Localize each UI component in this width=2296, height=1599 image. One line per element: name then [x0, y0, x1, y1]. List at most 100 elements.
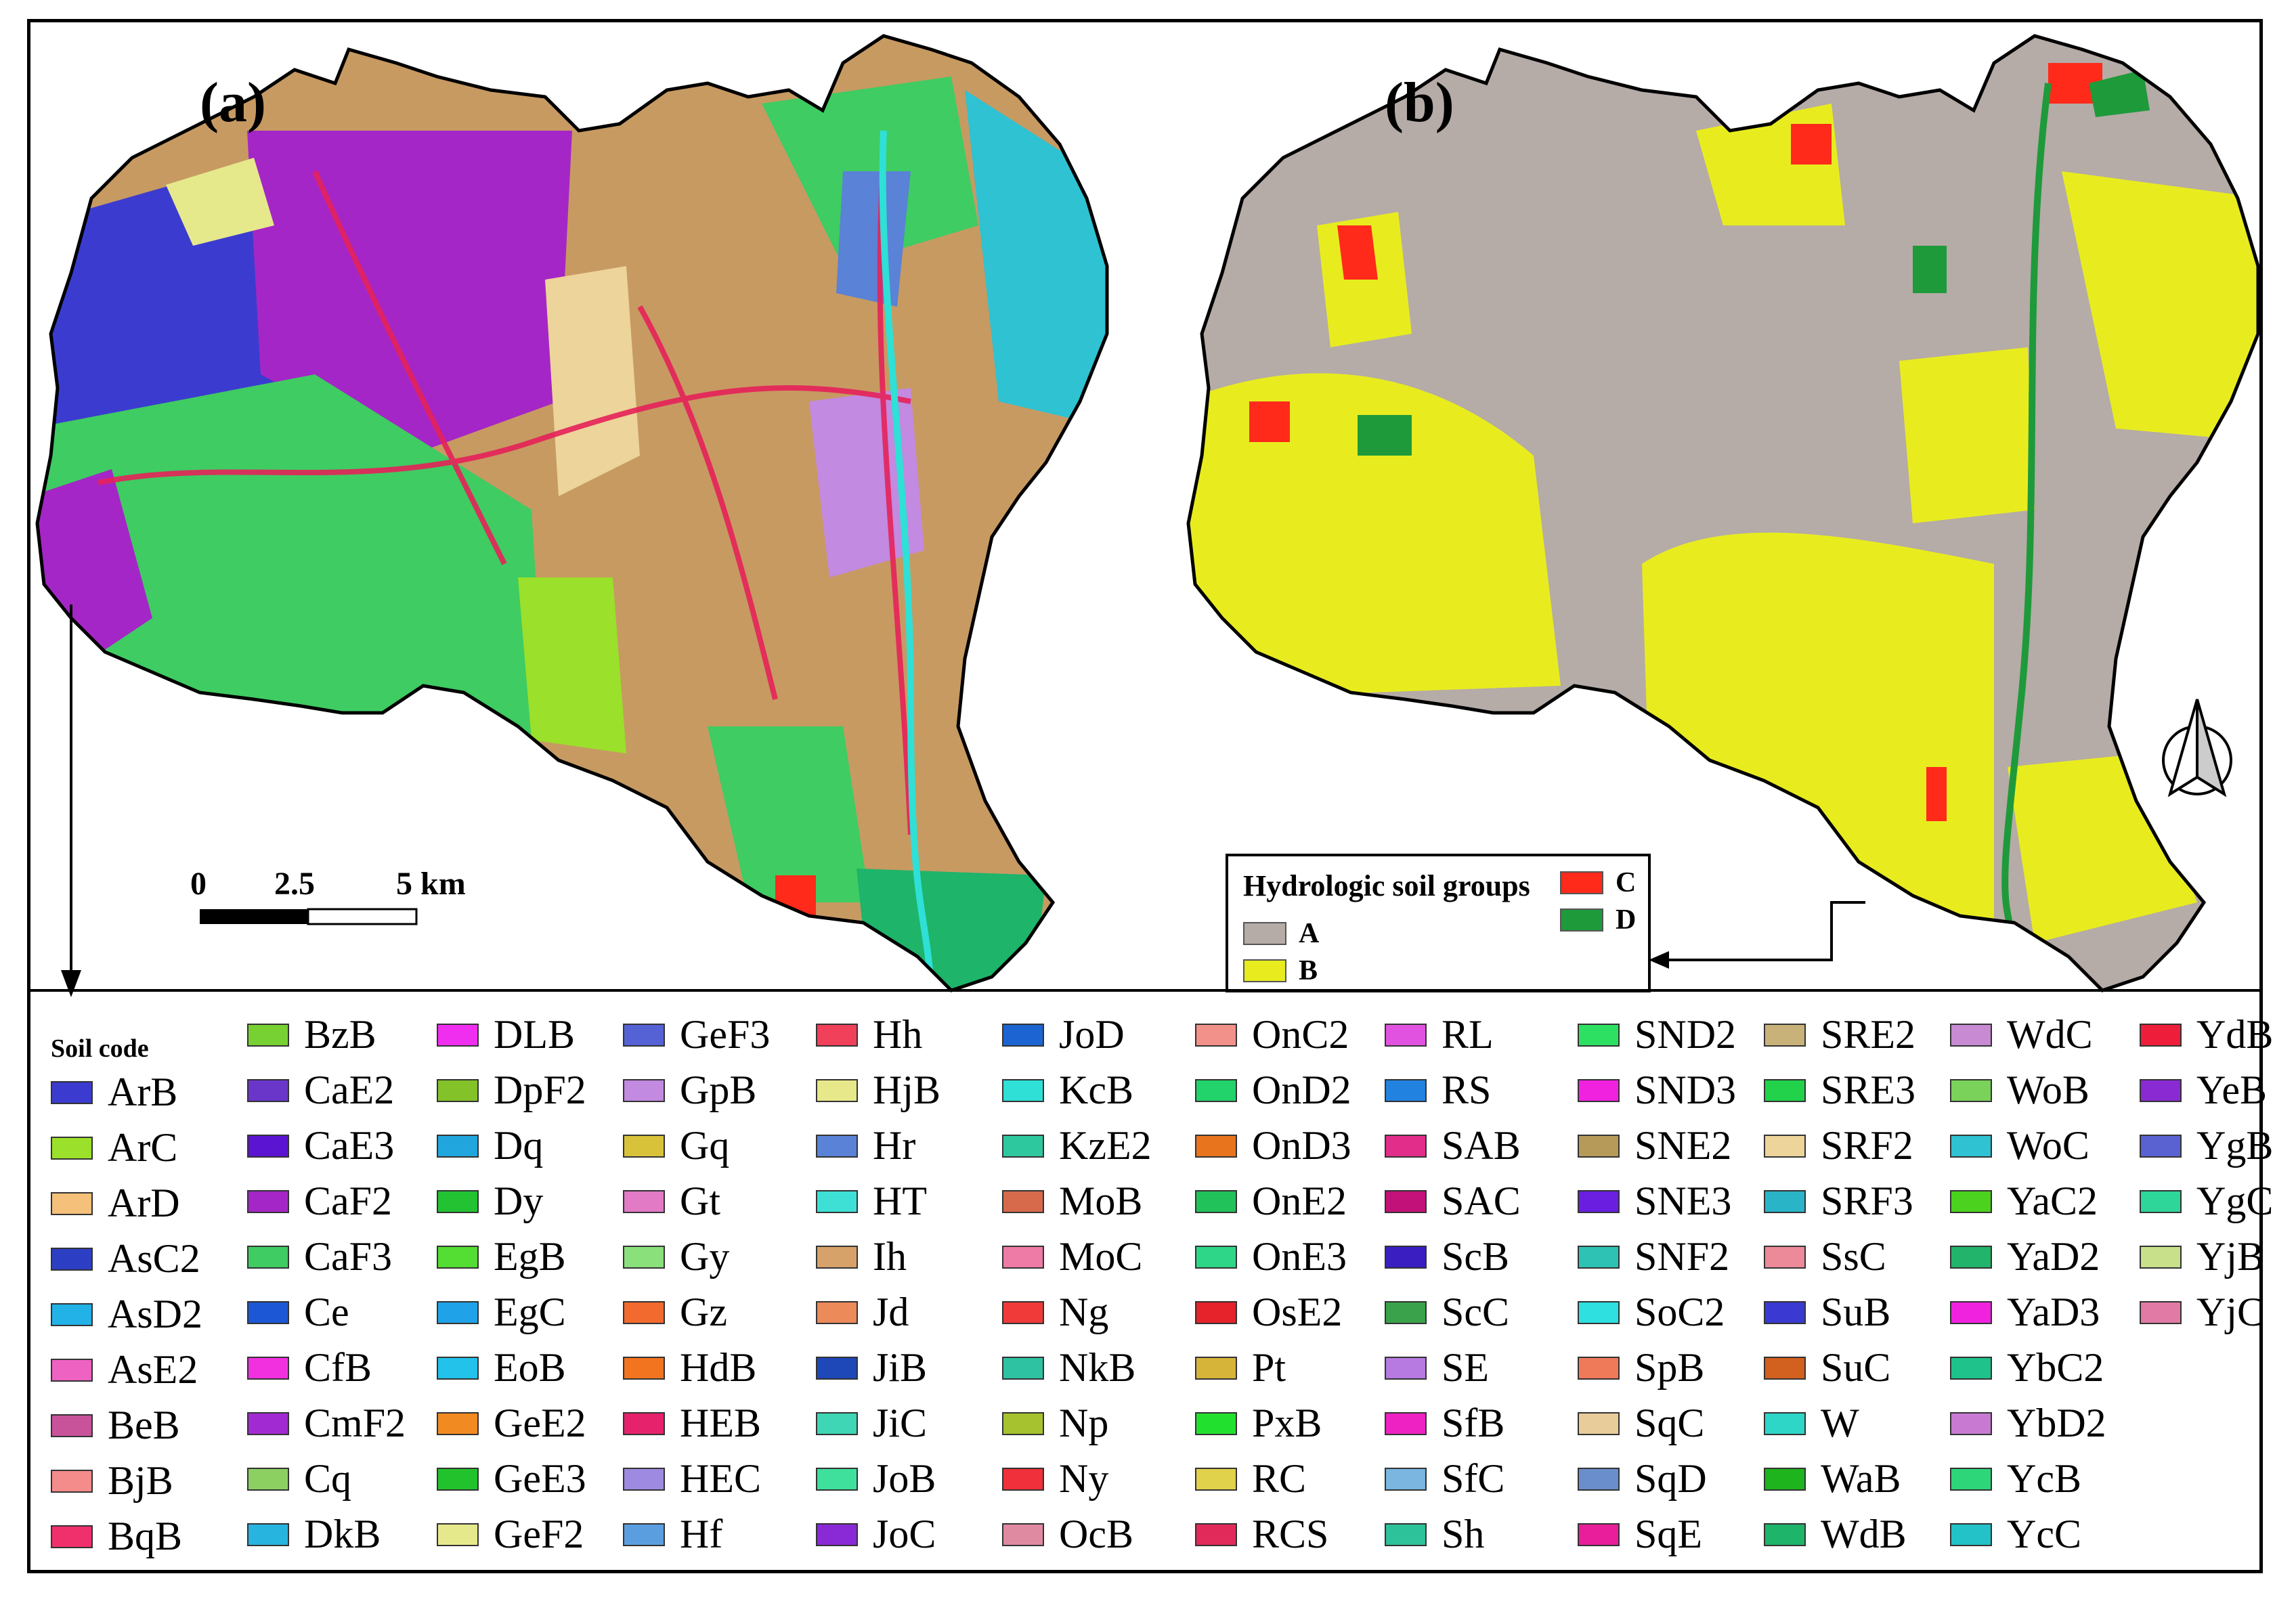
soil-legend-item: SRF3	[1764, 1178, 1913, 1225]
soil-swatch	[1195, 1134, 1237, 1158]
soil-legend-item: SuC	[1764, 1344, 1890, 1391]
soil-swatch	[623, 1523, 665, 1546]
soil-legend-item: GeF3	[623, 1011, 770, 1058]
soil-legend-item: WdC	[1950, 1011, 2093, 1058]
soil-legend-item: SqD	[1578, 1455, 1707, 1502]
soil-legend-item: RCS	[1195, 1511, 1328, 1558]
panel-label-b: (b)	[1385, 71, 1454, 134]
soil-legend-item: JoB	[816, 1455, 936, 1502]
soil-swatch	[1002, 1467, 1044, 1491]
soil-legend-item: SpB	[1578, 1344, 1704, 1391]
soil-code-label: YjB	[2196, 1234, 2265, 1279]
hsg-label-b: B	[1299, 955, 1318, 986]
soil-swatch	[1385, 1189, 1427, 1213]
soil-legend-item: KzE2	[1002, 1122, 1152, 1169]
soil-code-label: GeE2	[494, 1401, 586, 1445]
soil-code-label: BzB	[304, 1012, 376, 1057]
soil-swatch	[1002, 1134, 1044, 1158]
soil-legend-item: GeE2	[437, 1400, 586, 1447]
soil-code-label: SRE2	[1821, 1012, 1916, 1057]
soil-code-label: SoC2	[1634, 1290, 1725, 1334]
soil-code-label: Hf	[680, 1512, 723, 1556]
hsg-label-a: A	[1299, 918, 1320, 949]
scale-label-mid: 2.5	[274, 866, 315, 902]
soil-legend-item: YdB	[2140, 1011, 2273, 1058]
soil-legend-item: JiC	[816, 1400, 927, 1447]
soil-swatch	[816, 1134, 858, 1158]
soil-swatch	[437, 1134, 479, 1158]
soil-swatch	[816, 1523, 858, 1546]
soil-code-label: SpB	[1634, 1345, 1705, 1390]
soil-swatch	[623, 1023, 665, 1047]
soil-legend-item: SuB	[1764, 1289, 1890, 1336]
soil-code-label: Sh	[1442, 1512, 1485, 1556]
soil-legend-item: Jd	[816, 1289, 909, 1336]
soil-swatch	[1578, 1356, 1620, 1380]
soil-code-label: NkB	[1059, 1345, 1136, 1390]
soil-legend-item: YaD3	[1950, 1289, 2100, 1336]
soil-code-label: EgB	[494, 1234, 566, 1279]
soil-legend-item: EgB	[437, 1233, 566, 1280]
soil-legend-item: SqC	[1578, 1400, 1704, 1447]
soil-swatch	[1950, 1300, 1992, 1324]
soil-legend-item: BjB	[51, 1458, 173, 1504]
soil-legend-item: Dq	[437, 1122, 543, 1169]
soil-code-label: EgC	[494, 1290, 566, 1334]
soil-legend-item: Hf	[623, 1511, 722, 1558]
panel-label-a: (a)	[200, 71, 266, 134]
soil-code-label: HEC	[680, 1456, 761, 1501]
soil-swatch	[1002, 1411, 1044, 1435]
soil-swatch	[1002, 1189, 1044, 1213]
soil-swatch	[623, 1300, 665, 1324]
soil-legend-item: WoC	[1950, 1122, 2089, 1169]
soil-code-label: KzE2	[1059, 1123, 1152, 1168]
soil-legend-item: Ng	[1002, 1289, 1108, 1336]
soil-legend-item: GeF2	[437, 1511, 584, 1558]
soil-swatch	[1385, 1245, 1427, 1269]
soil-legend-item: SNF2	[1578, 1233, 1729, 1280]
soil-code-label: AsC2	[108, 1236, 200, 1281]
soil-swatch	[1195, 1023, 1237, 1047]
soil-legend-item: SND3	[1578, 1067, 1736, 1114]
soil-legend-item: KcB	[1002, 1067, 1133, 1114]
soil-legend-item: JiB	[816, 1344, 927, 1391]
soil-code-label: ArB	[108, 1070, 178, 1114]
soil-legend-item: YeB	[2140, 1067, 2267, 1114]
soil-legend-item: YbD2	[1950, 1400, 2106, 1447]
soil-legend-item: AsD2	[51, 1291, 202, 1338]
soil-swatch	[247, 1023, 289, 1047]
soil-swatch	[1950, 1189, 1992, 1213]
soil-swatch	[1195, 1356, 1237, 1380]
soil-map	[35, 34, 1109, 997]
soil-swatch	[247, 1189, 289, 1213]
soil-legend-item: MoB	[1002, 1178, 1142, 1225]
soil-swatch	[816, 1023, 858, 1047]
soil-legend-item: WdB	[1764, 1511, 1907, 1558]
soil-code-label: MoB	[1059, 1179, 1143, 1223]
soil-code-label: CaE3	[304, 1123, 395, 1168]
soil-legend-item: W	[1764, 1400, 1859, 1447]
soil-code-label: DLB	[494, 1012, 575, 1057]
soil-legend-item: YcB	[1950, 1455, 2081, 1502]
soil-legend-item: PxB	[1195, 1400, 1322, 1447]
soil-code-label: Gq	[680, 1123, 730, 1168]
soil-legend-item: OnE2	[1195, 1178, 1347, 1225]
soil-code-label: W	[1821, 1401, 1859, 1445]
soil-legend-item: WoB	[1950, 1067, 2089, 1114]
soil-swatch	[1195, 1523, 1237, 1546]
soil-code-label: YgC	[2196, 1179, 2274, 1223]
soil-legend-item: ScB	[1385, 1233, 1509, 1280]
soil-legend-item: RS	[1385, 1067, 1491, 1114]
soil-swatch	[1578, 1300, 1620, 1324]
soil-legend-item: SoC2	[1578, 1289, 1725, 1336]
soil-legend-item: JoC	[816, 1511, 936, 1558]
soil-swatch	[1195, 1467, 1237, 1491]
soil-swatch	[247, 1467, 289, 1491]
soil-swatch	[51, 1247, 93, 1271]
soil-swatch	[1002, 1023, 1044, 1047]
soil-swatch	[247, 1356, 289, 1380]
soil-code-label: Dq	[494, 1123, 544, 1168]
soil-swatch	[623, 1356, 665, 1380]
soil-legend-item: Gt	[623, 1178, 720, 1225]
soil-code-label: PxB	[1252, 1401, 1322, 1445]
